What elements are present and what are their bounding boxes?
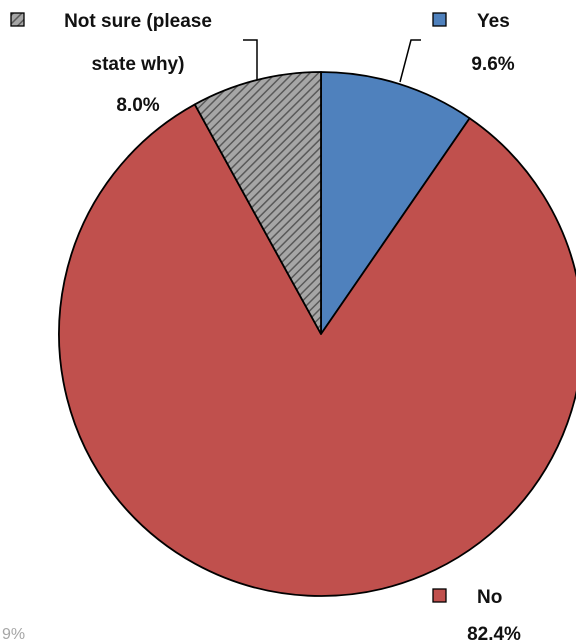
leader-line-not-sure: [243, 39, 258, 80]
slice-not-sure: [193, 71, 322, 335]
leader-line-yes: [399, 39, 421, 83]
legend-marker-no: [432, 588, 447, 603]
data-label-not-sure: Not sure (please state why) 8.0%: [10, 11, 212, 116]
value-no: 82.4%: [467, 624, 521, 642]
label-yes: Yes: [477, 11, 510, 32]
slice-yes: [320, 71, 471, 335]
pie-slices: [58, 71, 576, 597]
slice-no: [58, 103, 576, 597]
data-label-no: No 82.4%: [432, 587, 521, 642]
label-not-sure-line1: Not sure (please: [64, 11, 212, 32]
label-not-sure-line2: state why): [92, 54, 185, 75]
clipped-text: 9%: [2, 626, 25, 642]
value-yes: 9.6%: [471, 54, 514, 75]
label-no: No: [477, 587, 502, 608]
legend-marker-yes: [432, 12, 447, 27]
data-label-yes: Yes 9.6%: [432, 11, 515, 75]
legend-marker-not-sure: [10, 12, 25, 27]
value-not-sure: 8.0%: [116, 95, 159, 116]
